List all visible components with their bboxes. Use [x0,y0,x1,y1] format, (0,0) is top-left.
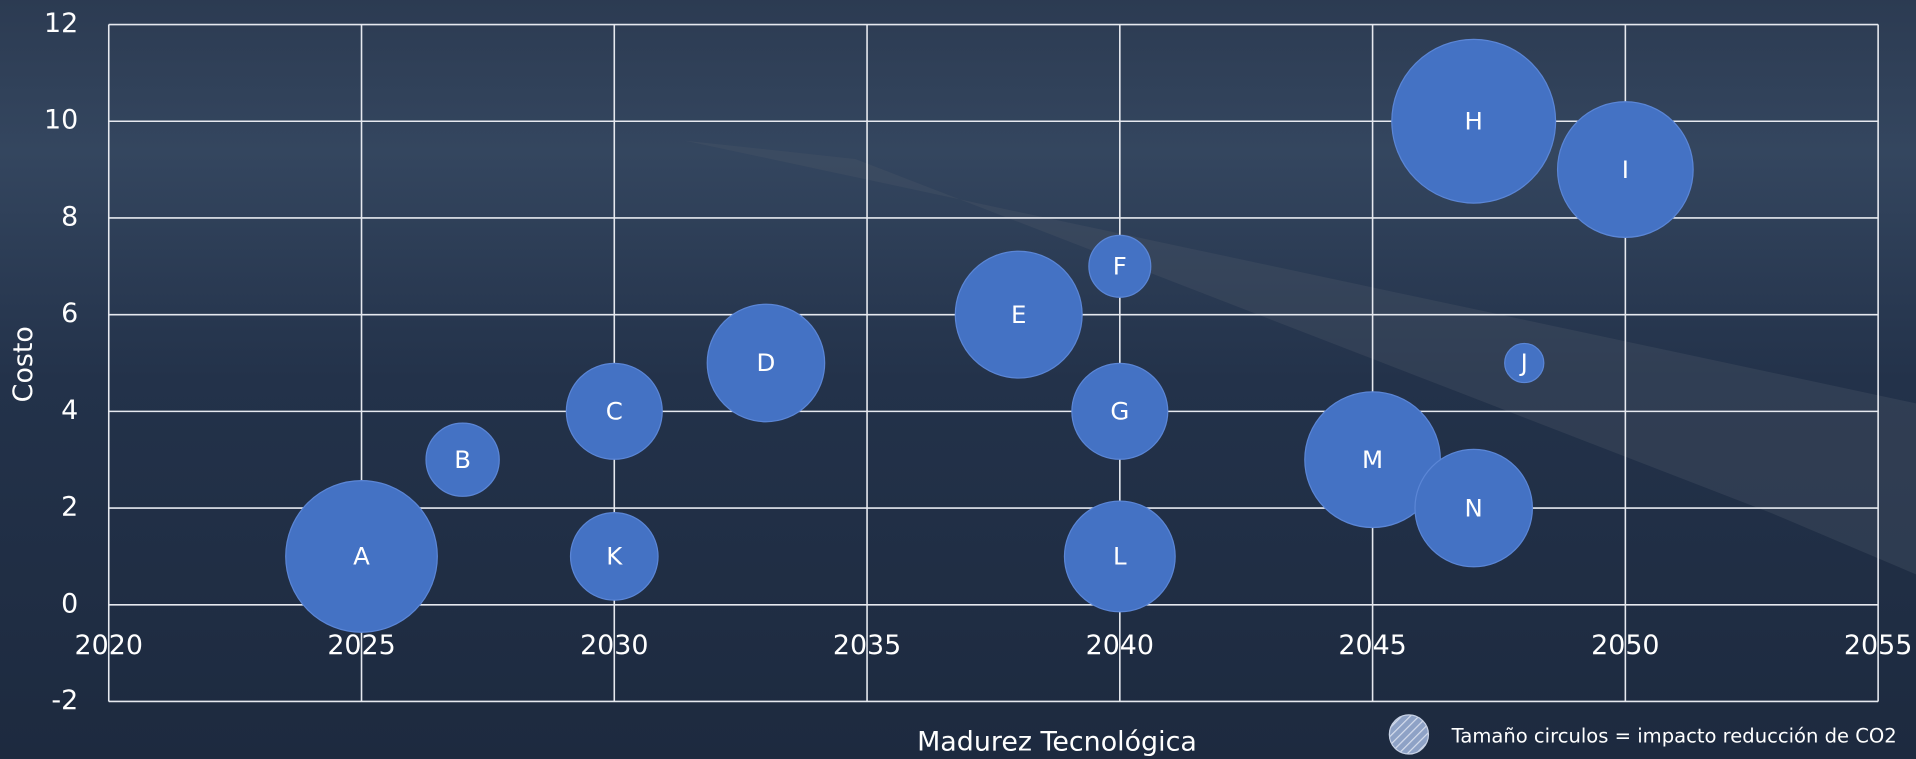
bubble-label: E [1011,300,1026,329]
bubble [1063,500,1176,613]
y-tick-label: 6 [61,298,78,329]
bubble [425,422,500,497]
bubble [706,303,826,423]
y-tick-label: 12 [44,8,78,39]
bubble [1088,234,1152,298]
x-tick-label: 2045 [1338,630,1406,661]
x-tick-label: 2020 [75,630,143,661]
bubble [285,480,438,633]
y-axis-title: Costo [8,326,39,402]
bubble-label: L [1113,542,1127,571]
x-tick-label: 2035 [833,630,901,661]
y-tick-label: 4 [61,395,78,426]
bubble-label: I [1622,155,1629,184]
bubble [569,512,659,601]
bubble-label: A [353,542,370,571]
bubble [1556,101,1694,238]
bubble [1071,362,1169,460]
y-tick-label: 0 [61,588,78,619]
y-tick-label: 8 [61,201,78,232]
x-axis-title: Madurez Tecnológica [917,727,1197,758]
bubble-label: F [1113,252,1127,281]
bubble [954,250,1083,379]
legend-symbol [1388,714,1430,755]
bubble-label: N [1465,493,1483,522]
bubble [1391,38,1557,204]
x-tick-label: 2030 [580,630,648,661]
x-tick-label: 2050 [1591,630,1659,661]
y-tick-label: 10 [44,105,78,136]
legend-note: Tamaño circulos = impacto reducción de C… [1451,724,1897,747]
bubble-label: D [757,348,776,377]
bubble-label: H [1465,106,1483,135]
x-tick-label: 2040 [1086,630,1154,661]
x-tick-label: 2055 [1844,630,1912,661]
bubble-label: G [1110,397,1129,426]
bubble-label: K [606,542,623,571]
bubble-label: M [1362,445,1383,474]
x-tick-label: 2025 [327,630,395,661]
bubble-label: J [1519,348,1528,377]
bubble-label: C [606,397,623,426]
bubble [1414,448,1534,568]
bubble-label: B [454,445,471,474]
bridge-decoration [684,140,1916,575]
y-tick-label: 2 [61,492,78,523]
bubble [1504,342,1545,384]
y-tick-label: -2 [51,685,78,716]
bubble [565,362,663,460]
